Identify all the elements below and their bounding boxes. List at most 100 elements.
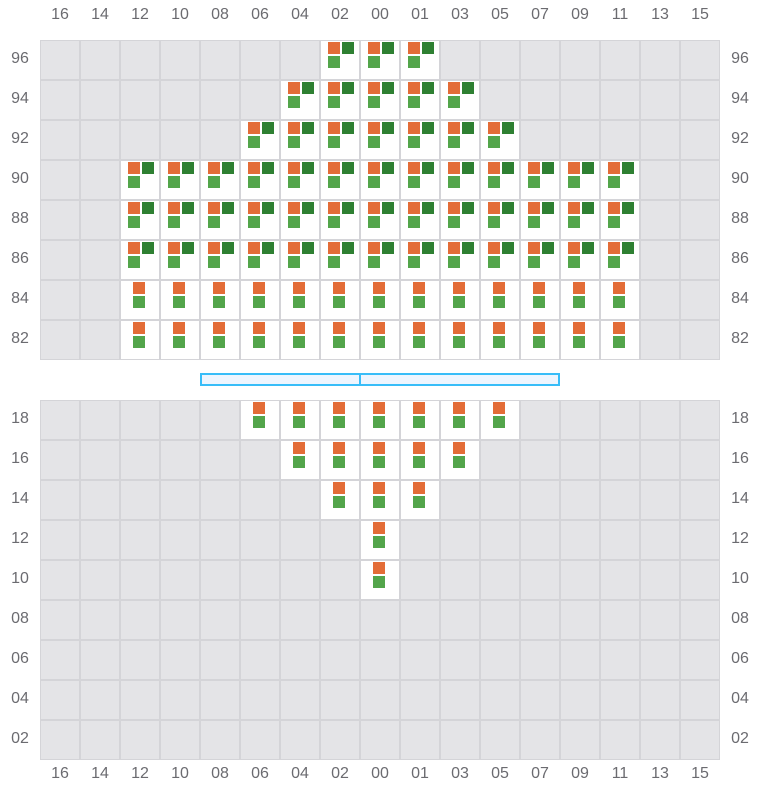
seat-cell[interactable] [360, 480, 400, 520]
seat-cell[interactable] [360, 40, 400, 80]
seat-cell[interactable] [400, 40, 440, 80]
seat-cell[interactable] [320, 200, 360, 240]
seat-cell[interactable] [120, 280, 160, 320]
seat-cell[interactable] [280, 440, 320, 480]
seat-cell[interactable] [480, 160, 520, 200]
seat-cell[interactable] [200, 240, 240, 280]
seat-cell[interactable] [440, 240, 480, 280]
seat-cell[interactable] [520, 240, 560, 280]
seat-cell[interactable] [360, 240, 400, 280]
seat-cell[interactable] [280, 320, 320, 360]
seat-cell[interactable] [240, 400, 280, 440]
seat-cell[interactable] [400, 440, 440, 480]
seat-cell[interactable] [440, 280, 480, 320]
seat-cell[interactable] [400, 280, 440, 320]
seat-cell[interactable] [120, 200, 160, 240]
seat-cell[interactable] [160, 200, 200, 240]
seat-cell[interactable] [600, 320, 640, 360]
seat-cell[interactable] [200, 160, 240, 200]
seat-cell[interactable] [320, 480, 360, 520]
marker-light-green [293, 456, 305, 468]
seat-cell[interactable] [160, 240, 200, 280]
seat-cell[interactable] [360, 200, 400, 240]
seat-cell[interactable] [120, 240, 160, 280]
seat-cell[interactable] [280, 280, 320, 320]
seat-cell[interactable] [160, 320, 200, 360]
seat-cell[interactable] [160, 160, 200, 200]
seat-cell[interactable] [440, 80, 480, 120]
seat-cell[interactable] [360, 80, 400, 120]
seat-cell[interactable] [200, 320, 240, 360]
seat-cell[interactable] [440, 120, 480, 160]
seat-cell[interactable] [440, 440, 480, 480]
seat-cell[interactable] [280, 400, 320, 440]
seat-cell[interactable] [280, 240, 320, 280]
seat-cell[interactable] [280, 120, 320, 160]
seat-cell[interactable] [480, 400, 520, 440]
seat-cell[interactable] [240, 200, 280, 240]
seat-cell[interactable] [400, 240, 440, 280]
seat-cell[interactable] [400, 160, 440, 200]
empty-cell [520, 520, 560, 560]
seat-cell[interactable] [320, 320, 360, 360]
seat-cell[interactable] [560, 200, 600, 240]
seat-cell[interactable] [240, 240, 280, 280]
seat-cell[interactable] [600, 200, 640, 240]
seat-cell[interactable] [360, 120, 400, 160]
seat-cell[interactable] [360, 560, 400, 600]
seat-cell[interactable] [320, 80, 360, 120]
seat-cell[interactable] [320, 120, 360, 160]
seat-cell[interactable] [440, 320, 480, 360]
seat-cell[interactable] [400, 480, 440, 520]
seat-cell[interactable] [560, 240, 600, 280]
seat-cell[interactable] [400, 80, 440, 120]
seat-cell[interactable] [200, 200, 240, 240]
seat-cell[interactable] [280, 80, 320, 120]
seat-cell[interactable] [320, 280, 360, 320]
seat-cell[interactable] [480, 200, 520, 240]
seat-cell[interactable] [320, 40, 360, 80]
seat-cell[interactable] [360, 440, 400, 480]
seat-cell[interactable] [360, 400, 400, 440]
seat-cell[interactable] [200, 280, 240, 320]
seat-cell[interactable] [240, 120, 280, 160]
seat-cell[interactable] [240, 160, 280, 200]
seat-cell[interactable] [360, 520, 400, 560]
seat-cell[interactable] [560, 160, 600, 200]
seat-cell[interactable] [280, 200, 320, 240]
seat-cell[interactable] [120, 160, 160, 200]
seat-cell[interactable] [400, 320, 440, 360]
seat-cell[interactable] [600, 160, 640, 200]
seat-cell[interactable] [320, 240, 360, 280]
seat-cell[interactable] [560, 280, 600, 320]
seat-cell[interactable] [480, 320, 520, 360]
seat-cell[interactable] [400, 120, 440, 160]
seat-cell[interactable] [520, 160, 560, 200]
seat-cell[interactable] [360, 320, 400, 360]
seat-cell[interactable] [520, 320, 560, 360]
marker-orange [413, 402, 425, 414]
seat-cell[interactable] [440, 400, 480, 440]
seat-cell[interactable] [240, 320, 280, 360]
seat-cell[interactable] [520, 280, 560, 320]
seat-cell[interactable] [360, 280, 400, 320]
seat-cell[interactable] [440, 160, 480, 200]
seat-cell[interactable] [160, 280, 200, 320]
seat-cell[interactable] [600, 240, 640, 280]
seat-cell[interactable] [480, 120, 520, 160]
seat-cell[interactable] [360, 160, 400, 200]
seat-cell[interactable] [280, 160, 320, 200]
seat-cell[interactable] [400, 400, 440, 440]
seat-cell[interactable] [480, 240, 520, 280]
seat-cell[interactable] [440, 200, 480, 240]
seat-cell[interactable] [560, 320, 600, 360]
seat-cell[interactable] [400, 200, 440, 240]
seat-cell[interactable] [240, 280, 280, 320]
seat-cell[interactable] [600, 280, 640, 320]
seat-cell[interactable] [320, 440, 360, 480]
seat-cell[interactable] [320, 160, 360, 200]
seat-cell[interactable] [320, 400, 360, 440]
seat-cell[interactable] [520, 200, 560, 240]
seat-cell[interactable] [120, 320, 160, 360]
seat-cell[interactable] [480, 280, 520, 320]
